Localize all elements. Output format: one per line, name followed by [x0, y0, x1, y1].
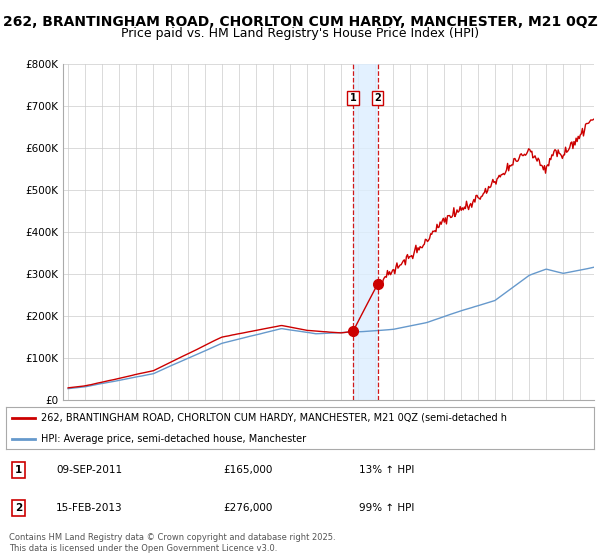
Text: 2: 2 [15, 503, 22, 513]
Text: 2: 2 [374, 93, 381, 103]
Bar [353, 64, 377, 400]
Text: 15-FEB-2013: 15-FEB-2013 [56, 503, 122, 513]
Text: £165,000: £165,000 [224, 465, 273, 475]
Text: 262, BRANTINGHAM ROAD, CHORLTON CUM HARDY, MANCHESTER, M21 0QZ (semi-detached h: 262, BRANTINGHAM ROAD, CHORLTON CUM HARD… [41, 413, 507, 423]
Text: Contains HM Land Registry data © Crown copyright and database right 2025.
This d: Contains HM Land Registry data © Crown c… [9, 533, 335, 553]
Text: 99% ↑ HPI: 99% ↑ HPI [359, 503, 414, 513]
Text: 1: 1 [15, 465, 22, 475]
Text: 1: 1 [350, 93, 356, 103]
Text: £276,000: £276,000 [224, 503, 273, 513]
Text: Price paid vs. HM Land Registry's House Price Index (HPI): Price paid vs. HM Land Registry's House … [121, 27, 479, 40]
Text: 262, BRANTINGHAM ROAD, CHORLTON CUM HARDY, MANCHESTER, M21 0QZ: 262, BRANTINGHAM ROAD, CHORLTON CUM HARD… [2, 15, 598, 29]
Text: HPI: Average price, semi-detached house, Manchester: HPI: Average price, semi-detached house,… [41, 433, 307, 444]
Text: 09-SEP-2011: 09-SEP-2011 [56, 465, 122, 475]
Text: 13% ↑ HPI: 13% ↑ HPI [359, 465, 414, 475]
